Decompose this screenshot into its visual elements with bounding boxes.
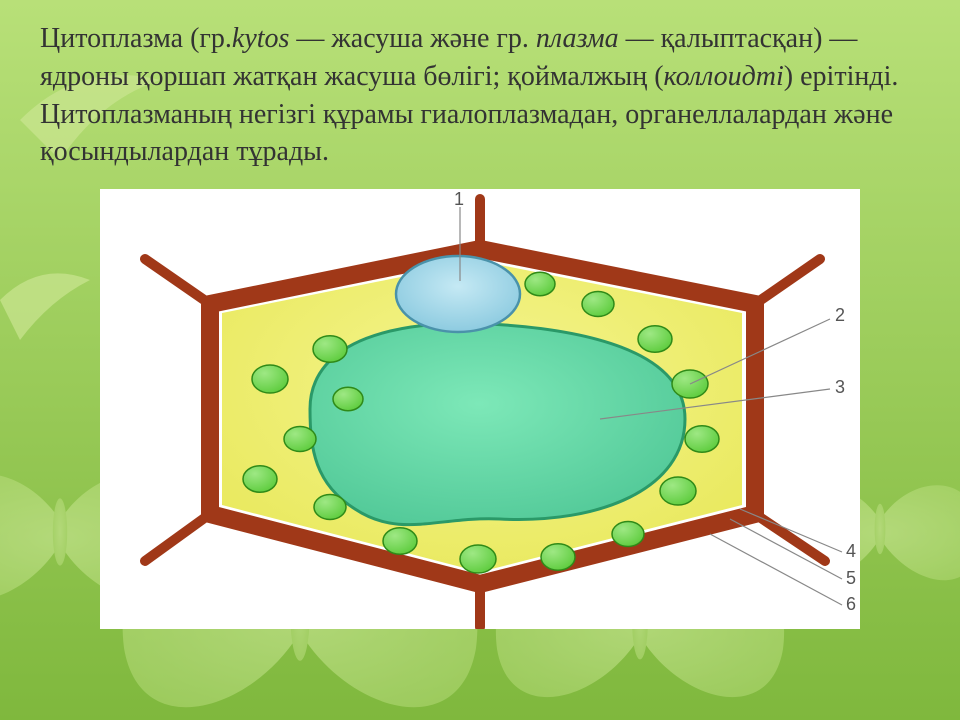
text-segment: — жасуша және гр.	[289, 23, 536, 54]
term-kytos: kytos	[232, 23, 290, 54]
composition-paragraph: Цитоплазманың негізгі құрамы гиалоплазма…	[40, 96, 920, 172]
text-segment: Цитоплазма (гр.	[40, 23, 232, 54]
chloroplast	[525, 272, 555, 295]
nucleus	[396, 256, 520, 332]
chloroplast	[638, 326, 672, 353]
chloroplast	[333, 387, 363, 410]
chloroplast	[313, 336, 347, 363]
chloroplast	[612, 522, 644, 547]
term-plasma: плазма	[536, 23, 619, 54]
chloroplast	[685, 426, 719, 453]
chloroplast	[541, 544, 575, 571]
label-5: 5	[846, 568, 856, 588]
chloroplast	[252, 365, 288, 393]
term-colloid: коллоидті	[664, 61, 784, 92]
chloroplast	[460, 545, 496, 573]
chloroplast	[243, 466, 277, 493]
chloroplast	[314, 495, 346, 520]
label-4: 4	[846, 541, 856, 561]
label-3: 3	[835, 377, 845, 397]
chloroplast	[284, 427, 316, 452]
definition-paragraph: Цитоплазма (гр.kytos — жасуша және гр. п…	[40, 20, 920, 96]
text-segment: ) ерітінді.	[784, 61, 899, 92]
chloroplast	[383, 528, 417, 555]
label-1: 1	[454, 189, 464, 209]
cell-diagram: 1 2 3 4 5 6	[100, 189, 860, 629]
label-2: 2	[835, 305, 845, 325]
chloroplast	[660, 477, 696, 505]
vacuole	[310, 323, 685, 524]
label-6: 6	[846, 594, 856, 614]
chloroplast	[582, 292, 614, 317]
